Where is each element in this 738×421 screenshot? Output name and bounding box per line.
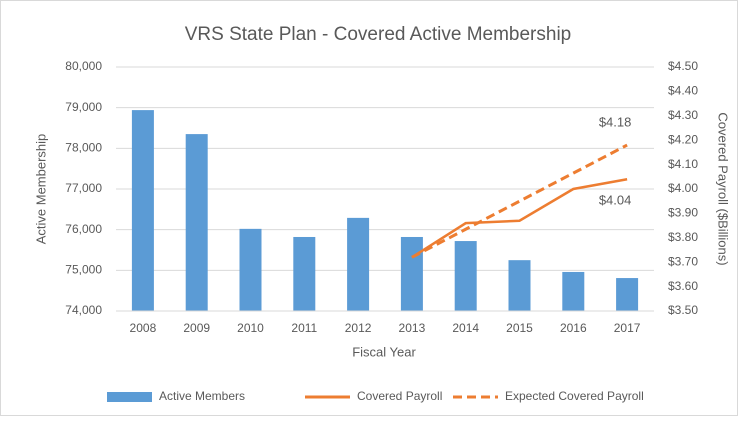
x-tick-label: 2009 — [183, 321, 210, 335]
x-tick-label: 2012 — [345, 321, 372, 335]
y2-tick-label: $4.10 — [668, 157, 698, 171]
line — [411, 178, 628, 259]
bar — [616, 278, 639, 311]
y-tick-label: 76,000 — [65, 222, 102, 236]
x-tick-label: 2010 — [237, 321, 264, 335]
y-axis-title: Active Membership — [33, 134, 48, 245]
y-tick-label: 77,000 — [65, 181, 102, 195]
y2-axis-title: Covered Payroll ($Billions) — [716, 112, 731, 265]
legend-label: Covered Payroll — [357, 389, 442, 403]
y2-tick-label: $3.70 — [668, 254, 698, 268]
bar — [239, 228, 262, 311]
y2-tick-label: $3.50 — [668, 303, 698, 317]
y-tick-label: 75,000 — [65, 263, 102, 277]
y-tick-label: 78,000 — [65, 141, 102, 155]
y2-tick-label: $3.80 — [668, 230, 698, 244]
y-tick-label: 80,000 — [65, 59, 102, 73]
y-tick-label: 74,000 — [65, 303, 102, 317]
legend-label: Expected Covered Payroll — [505, 389, 644, 403]
y2-tick-label: $4.50 — [668, 59, 698, 73]
data-label: $4.18 — [599, 115, 632, 130]
x-tick-label: 2013 — [399, 321, 426, 335]
y2-tick-label: $4.20 — [668, 132, 698, 146]
bar — [400, 236, 423, 311]
x-tick-label: 2008 — [130, 321, 157, 335]
bar — [347, 217, 370, 311]
bar — [185, 134, 208, 311]
bar — [131, 110, 154, 312]
line — [411, 143, 628, 259]
bar — [508, 260, 531, 311]
x-tick-label: 2011 — [291, 321, 317, 335]
bar — [562, 271, 585, 311]
y2-tick-label: $4.40 — [668, 84, 698, 98]
y2-tick-label: $3.90 — [668, 206, 698, 220]
x-tick-label: 2014 — [452, 321, 479, 335]
x-tick-label: 2015 — [506, 321, 533, 335]
y2-tick-label: $3.60 — [668, 279, 698, 293]
bar — [293, 236, 316, 311]
legend-swatch — [107, 392, 152, 402]
chart-title: VRS State Plan - Covered Active Membersh… — [185, 24, 572, 45]
bar — [454, 241, 477, 311]
y2-tick-label: $4.00 — [668, 181, 698, 195]
x-tick-label: 2016 — [560, 321, 587, 335]
y2-tick-label: $4.30 — [668, 108, 698, 122]
x-tick-label: 2017 — [614, 321, 641, 335]
legend-label: Active Members — [159, 389, 245, 403]
y-tick-label: 79,000 — [65, 100, 102, 114]
data-label: $4.04 — [599, 193, 632, 208]
x-axis-title: Fiscal Year — [352, 344, 416, 359]
